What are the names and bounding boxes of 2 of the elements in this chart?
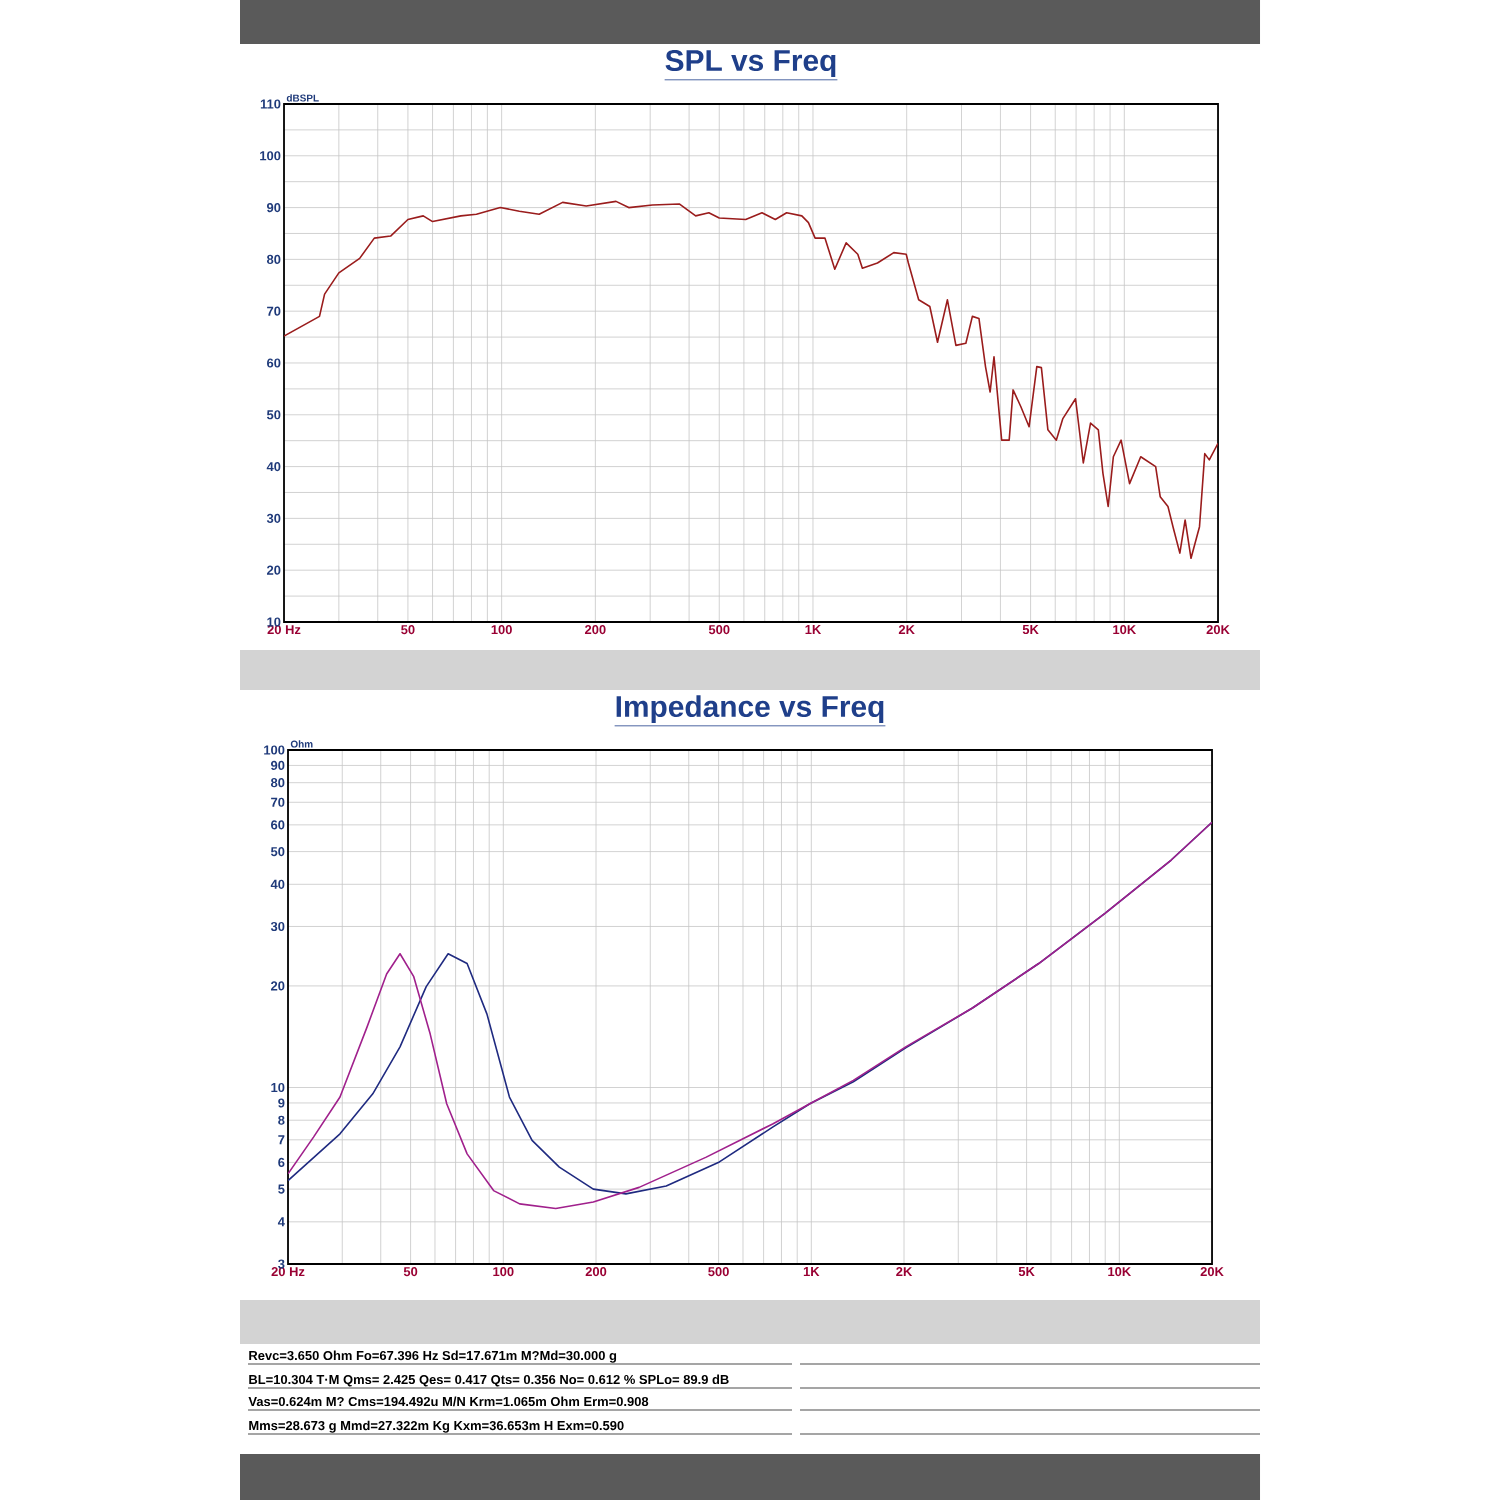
chart-title: Impedance vs Freq xyxy=(616,695,884,724)
chart-title: SPL vs Freq xyxy=(665,49,836,77)
